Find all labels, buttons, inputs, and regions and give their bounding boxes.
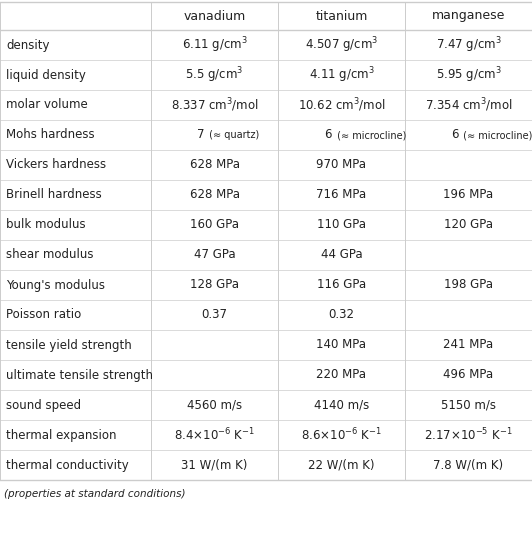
Text: Vickers hardness: Vickers hardness xyxy=(6,159,106,172)
Text: Poisson ratio: Poisson ratio xyxy=(6,309,81,321)
Text: 120 GPa: 120 GPa xyxy=(444,219,493,231)
Text: 160 GPa: 160 GPa xyxy=(190,219,239,231)
Text: 4560 m/s: 4560 m/s xyxy=(187,399,242,411)
Text: 2.17×10$^{-5}$ K$^{-1}$: 2.17×10$^{-5}$ K$^{-1}$ xyxy=(424,427,513,443)
Text: 8.4×10$^{-6}$ K$^{-1}$: 8.4×10$^{-6}$ K$^{-1}$ xyxy=(174,427,255,443)
Text: 5150 m/s: 5150 m/s xyxy=(441,399,496,411)
Text: (≈ microcline): (≈ microcline) xyxy=(334,130,406,140)
Text: molar volume: molar volume xyxy=(6,98,88,111)
Text: 628 MPa: 628 MPa xyxy=(189,188,239,201)
Text: 241 MPa: 241 MPa xyxy=(444,339,494,352)
Text: 6.11 g/cm$^3$: 6.11 g/cm$^3$ xyxy=(181,35,247,55)
Text: thermal conductivity: thermal conductivity xyxy=(6,458,129,471)
Text: bulk modulus: bulk modulus xyxy=(6,219,86,231)
Text: 220 MPa: 220 MPa xyxy=(317,368,367,381)
Text: liquid density: liquid density xyxy=(6,69,86,82)
Text: 8.337 cm$^3$/mol: 8.337 cm$^3$/mol xyxy=(171,96,259,114)
Text: 628 MPa: 628 MPa xyxy=(189,159,239,172)
Text: 0.32: 0.32 xyxy=(328,309,354,321)
Text: 7.354 cm$^3$/mol: 7.354 cm$^3$/mol xyxy=(425,96,512,114)
Text: 970 MPa: 970 MPa xyxy=(317,159,367,172)
Text: sound speed: sound speed xyxy=(6,399,81,411)
Text: 198 GPa: 198 GPa xyxy=(444,278,493,291)
Text: 31 W/(m K): 31 W/(m K) xyxy=(181,458,248,471)
Text: 22 W/(m K): 22 W/(m K) xyxy=(308,458,375,471)
Text: 196 MPa: 196 MPa xyxy=(444,188,494,201)
Text: 5.5 g/cm$^3$: 5.5 g/cm$^3$ xyxy=(185,65,244,85)
Text: 6: 6 xyxy=(451,129,458,141)
Text: titanium: titanium xyxy=(315,10,368,22)
Text: 47 GPa: 47 GPa xyxy=(194,249,235,262)
Text: density: density xyxy=(6,39,49,51)
Text: 4.507 g/cm$^3$: 4.507 g/cm$^3$ xyxy=(305,35,378,55)
Text: (properties at standard conditions): (properties at standard conditions) xyxy=(4,489,186,499)
Text: 6: 6 xyxy=(324,129,331,141)
Text: 10.62 cm$^3$/mol: 10.62 cm$^3$/mol xyxy=(297,96,385,114)
Text: 140 MPa: 140 MPa xyxy=(317,339,367,352)
Text: Mohs hardness: Mohs hardness xyxy=(6,129,95,141)
Text: 110 GPa: 110 GPa xyxy=(317,219,366,231)
Text: 7.8 W/(m K): 7.8 W/(m K) xyxy=(434,458,504,471)
Text: 44 GPa: 44 GPa xyxy=(321,249,362,262)
Text: (≈ quartz): (≈ quartz) xyxy=(206,130,260,140)
Text: Brinell hardness: Brinell hardness xyxy=(6,188,102,201)
Text: 7: 7 xyxy=(197,129,204,141)
Text: 0.37: 0.37 xyxy=(202,309,228,321)
Text: 4140 m/s: 4140 m/s xyxy=(314,399,369,411)
Text: 4.11 g/cm$^3$: 4.11 g/cm$^3$ xyxy=(309,65,375,85)
Text: thermal expansion: thermal expansion xyxy=(6,429,117,442)
Text: manganese: manganese xyxy=(432,10,505,22)
Text: 716 MPa: 716 MPa xyxy=(317,188,367,201)
Text: 496 MPa: 496 MPa xyxy=(444,368,494,381)
Text: 7.47 g/cm$^3$: 7.47 g/cm$^3$ xyxy=(436,35,502,55)
Text: (≈ microcline): (≈ microcline) xyxy=(461,130,532,140)
Text: ultimate tensile strength: ultimate tensile strength xyxy=(6,368,153,381)
Text: shear modulus: shear modulus xyxy=(6,249,94,262)
Text: 128 GPa: 128 GPa xyxy=(190,278,239,291)
Text: tensile yield strength: tensile yield strength xyxy=(6,339,132,352)
Text: 8.6×10$^{-6}$ K$^{-1}$: 8.6×10$^{-6}$ K$^{-1}$ xyxy=(301,427,382,443)
Text: 5.95 g/cm$^3$: 5.95 g/cm$^3$ xyxy=(436,65,502,85)
Text: Young's modulus: Young's modulus xyxy=(6,278,105,291)
Text: 116 GPa: 116 GPa xyxy=(317,278,366,291)
Text: vanadium: vanadium xyxy=(184,10,246,22)
